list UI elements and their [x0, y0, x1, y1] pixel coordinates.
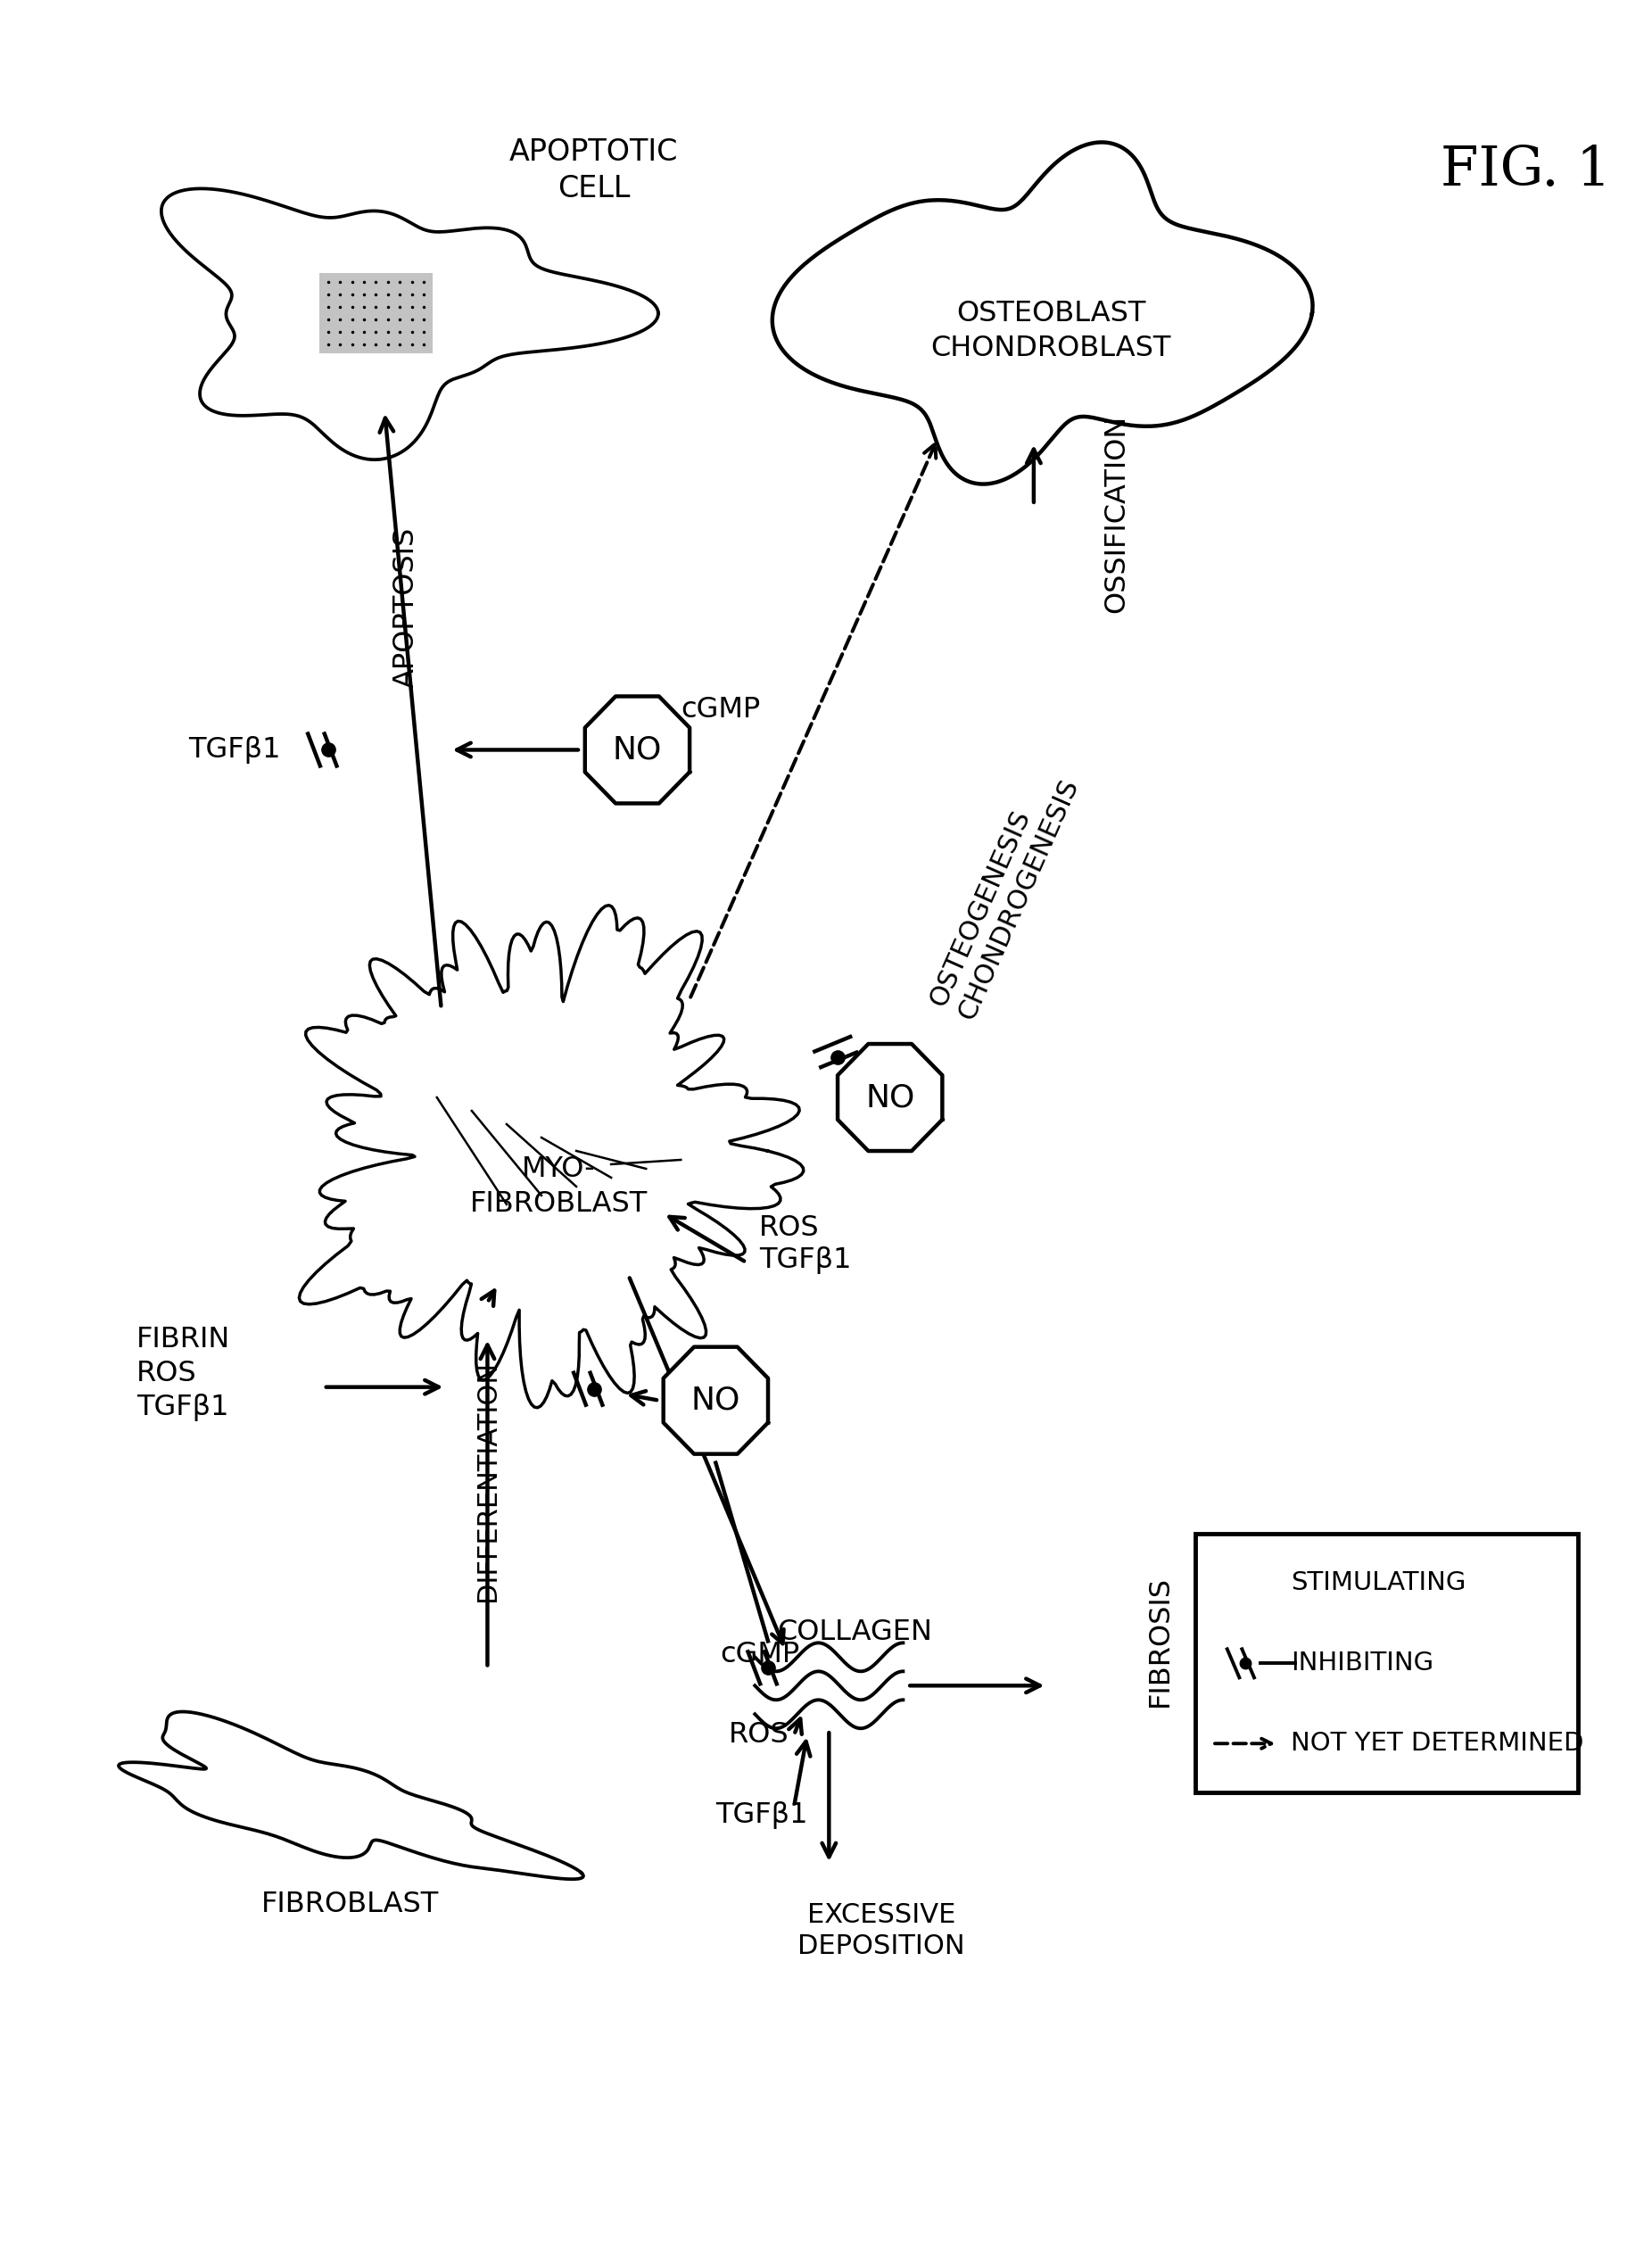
- Text: TGFβ1: TGFβ1: [715, 1801, 808, 1828]
- Text: INHIBITING: INHIBITING: [1290, 1650, 1434, 1675]
- Text: FIBROSIS: FIBROSIS: [1146, 1576, 1175, 1706]
- Text: NOT YET DETERMINED: NOT YET DETERMINED: [1290, 1731, 1584, 1756]
- Text: NO: NO: [691, 1384, 740, 1416]
- Polygon shape: [771, 142, 1313, 484]
- Text: cGMP: cGMP: [681, 696, 760, 723]
- Text: COLLAGEN: COLLAGEN: [778, 1618, 933, 1645]
- Polygon shape: [299, 905, 803, 1407]
- Polygon shape: [585, 696, 689, 804]
- Text: FIBRIN
ROS
TGFβ1: FIBRIN ROS TGFβ1: [137, 1326, 230, 1423]
- Text: APOPTOSIS: APOPTOSIS: [393, 527, 420, 687]
- Polygon shape: [119, 1711, 583, 1880]
- Text: NO: NO: [866, 1083, 915, 1112]
- Text: MYO-
FIBROBLAST: MYO- FIBROBLAST: [471, 1155, 648, 1218]
- Text: OSTEOGENESIS
CHONDROGENESIS: OSTEOGENESIS CHONDROGENESIS: [925, 761, 1084, 1024]
- Polygon shape: [162, 189, 657, 459]
- Text: APOPTOTIC
CELL: APOPTOTIC CELL: [509, 137, 679, 203]
- Bar: [319, 272, 433, 353]
- Text: DIFFERENTIATION: DIFFERENTIATION: [474, 1360, 501, 1600]
- Text: FIG. 1: FIG. 1: [1441, 144, 1611, 198]
- Text: ROS: ROS: [729, 1720, 790, 1749]
- Text: STIMULATING: STIMULATING: [1290, 1571, 1465, 1596]
- Text: NO: NO: [613, 734, 662, 765]
- Text: TGFβ1: TGFβ1: [188, 736, 281, 763]
- Text: EXCESSIVE
DEPOSITION: EXCESSIVE DEPOSITION: [798, 1902, 965, 1961]
- Text: ROS
TGFβ1: ROS TGFβ1: [760, 1216, 851, 1274]
- Bar: [1194, 1535, 1578, 1792]
- Polygon shape: [664, 1346, 768, 1454]
- Text: cGMP: cGMP: [720, 1641, 800, 1668]
- Text: FIBROBLAST: FIBROBLAST: [261, 1891, 439, 1918]
- Polygon shape: [838, 1044, 942, 1150]
- Text: OSTEOBLAST
CHONDROBLAST: OSTEOBLAST CHONDROBLAST: [932, 299, 1171, 362]
- Text: OSSIFICATION: OSSIFICATION: [1102, 414, 1130, 612]
